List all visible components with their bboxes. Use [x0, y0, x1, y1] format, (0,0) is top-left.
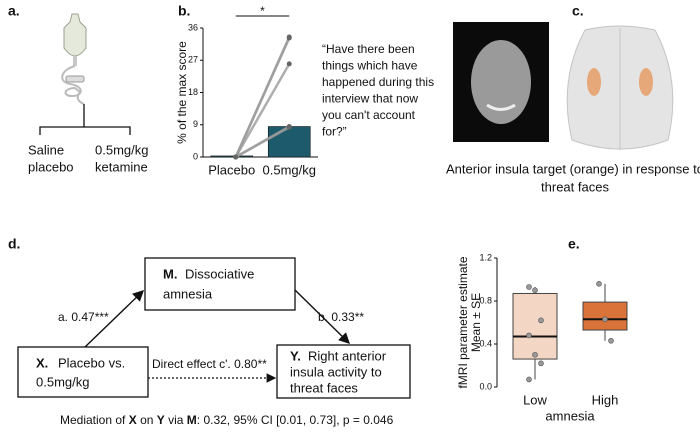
x-tick-label: Placebo: [208, 162, 255, 177]
quote: “Have there been: [322, 42, 415, 56]
insula-roi: [639, 68, 653, 96]
y-tick-label: 36: [188, 22, 198, 32]
path-label: Direct effect c'. 0.80**: [152, 357, 267, 371]
panel-label: a.: [8, 3, 20, 19]
iv-bag: [61, 13, 87, 105]
condition-label: 0.5mg/kg: [95, 142, 148, 157]
y-tick-label: 1.2: [479, 252, 492, 262]
node-text: threat faces: [290, 380, 358, 395]
node-key: X.: [36, 355, 48, 370]
path-label: a. 0.47***: [58, 310, 109, 324]
subject-line: [234, 63, 291, 158]
condition-label: Saline: [28, 142, 64, 157]
y-tick-label: 0: [193, 151, 198, 161]
subject-point: [286, 35, 292, 41]
path-label: b. 0.33**: [318, 310, 364, 324]
subject-point: [286, 61, 292, 67]
data-point: [526, 332, 532, 339]
panel-label: c.: [572, 3, 584, 19]
path-arrow: [84, 290, 145, 348]
panel-label: b.: [178, 3, 190, 19]
x-tick-label: Low: [523, 392, 547, 407]
face-mouth: [486, 103, 516, 111]
panel-label: d.: [8, 236, 20, 252]
quote: things which have: [322, 59, 418, 73]
y-tick-label: 27: [188, 55, 198, 65]
data-point: [538, 360, 544, 367]
subject-line: [235, 126, 290, 159]
insula-roi: [587, 68, 601, 96]
data-point: [526, 284, 532, 290]
node-text: Dissociative: [185, 266, 254, 281]
data-point: [532, 287, 538, 294]
bar: [267, 126, 311, 158]
footer-part: M: [187, 413, 197, 427]
data-point: [596, 280, 602, 287]
node-text: amnesia: [163, 286, 213, 301]
y-box: [276, 344, 411, 399]
quote: happened during this: [322, 75, 434, 89]
node-text: Placebo vs.: [58, 355, 125, 370]
quote: for?”: [322, 125, 347, 139]
x-tick-label: High: [592, 392, 619, 407]
node-text: 0.5mg/kg: [36, 374, 89, 389]
subject-point: [233, 154, 239, 160]
node-key: M.: [163, 266, 177, 281]
node-text: Right anterior: [308, 348, 387, 363]
y-tick-label: 9: [193, 119, 198, 129]
data-point: [602, 316, 608, 323]
data-point: [532, 351, 538, 358]
footer-part: via: [165, 413, 187, 427]
data-point: [608, 337, 614, 344]
path-arrow: [294, 289, 350, 344]
data-point: [526, 376, 532, 383]
mediator-box: [144, 257, 296, 311]
bracket: [39, 104, 131, 135]
x-box: [17, 346, 149, 398]
significance: *: [260, 4, 265, 18]
footer-part: Mediation of: [60, 413, 129, 427]
footer-part: X: [129, 413, 137, 427]
caption: Anterior insula target (orange) in respo…: [446, 161, 700, 176]
footer-part: on: [137, 413, 157, 427]
footer-part: : 0.32, 95% CI [0.01, 0.73], p = 0.046: [197, 413, 394, 427]
quote: you can't account: [322, 108, 416, 122]
y-tick-label: 0.8: [479, 295, 492, 305]
panel-label: e.: [568, 236, 580, 252]
node-key: Y.: [290, 348, 301, 363]
x-tick-label: 0.5mg/kg: [263, 162, 316, 177]
y-tick-label: 18: [188, 87, 198, 97]
condition-label: ketamine: [95, 159, 148, 174]
bar: [210, 155, 254, 158]
subject-point: [286, 124, 292, 130]
y-tick-label: 0.4: [479, 338, 492, 348]
x-axis-label: amnesia: [545, 408, 595, 423]
node-text: insula activity to: [290, 364, 382, 379]
y-axis-label: Mean ± SE: [469, 293, 483, 352]
quote: interview that now: [322, 92, 418, 106]
subject-line: [234, 37, 291, 158]
box: [512, 292, 558, 360]
footer-part: Y: [157, 413, 165, 427]
mediation-footer: Mediation of X on Y via M: 0.32, 95% CI …: [60, 413, 394, 427]
y-axis-label: % of the max score: [175, 41, 189, 144]
y-tick-label: 0.0: [479, 381, 492, 391]
condition-label: placebo: [28, 159, 74, 174]
box: [582, 301, 628, 331]
data-point: [538, 317, 544, 324]
caption: threat faces: [541, 179, 609, 194]
face: [471, 40, 531, 124]
y-axis-label: fMRI parameter estimate: [456, 256, 470, 388]
